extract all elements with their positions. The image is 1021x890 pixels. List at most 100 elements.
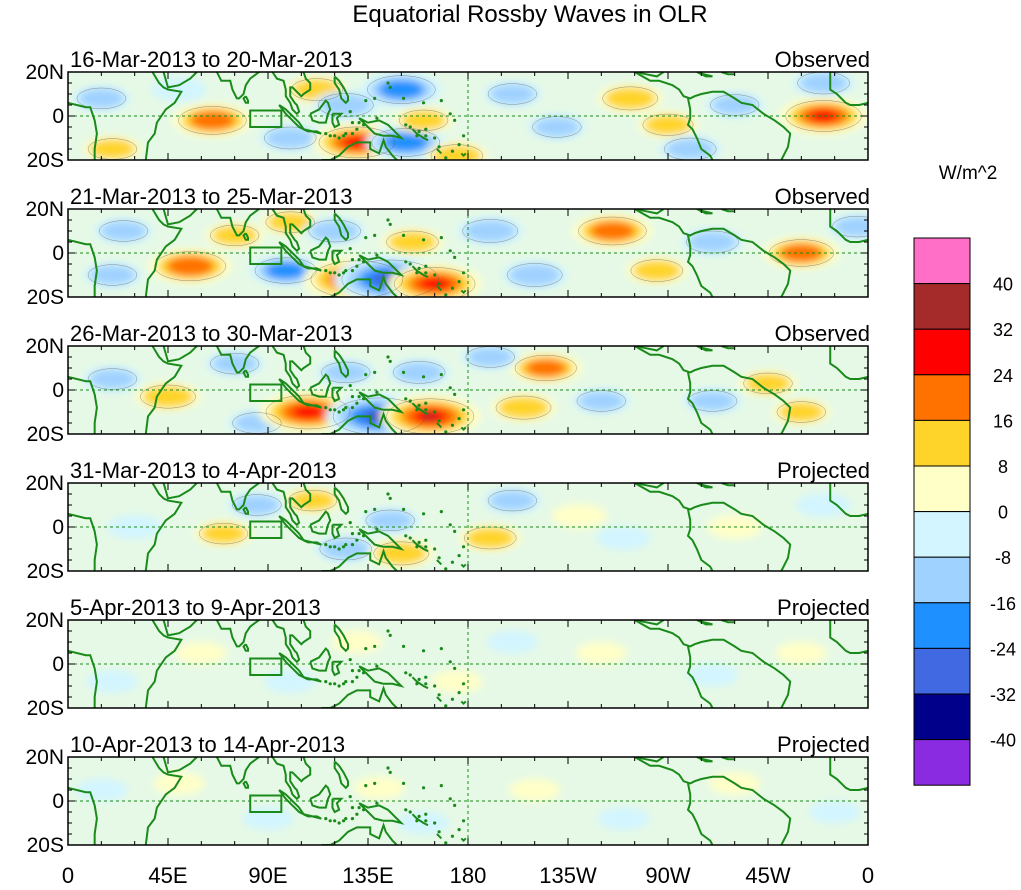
island [404,671,408,675]
coastline [278,652,307,680]
anomaly-contour [464,219,516,243]
island [457,691,461,695]
coastline [333,349,349,379]
coastline [460,426,467,432]
island [348,384,352,388]
anomaly-contour [383,132,429,152]
y-tick-label: 20N [25,746,64,769]
island [373,644,377,648]
contour-line [232,494,282,516]
island [424,682,428,686]
coastline [215,757,260,785]
coastline [686,98,714,160]
anomaly-contour [796,492,851,518]
x-tick-label: 135E [342,863,393,888]
colorbar-swatch [913,602,971,649]
island [364,647,368,651]
island [408,399,412,403]
coastline [460,152,467,158]
island [333,134,337,138]
contour-line [318,126,396,159]
contour-line [514,354,577,382]
island [341,682,346,686]
coastline [331,112,344,129]
contour-line [87,368,138,390]
contour-line [321,361,371,384]
coastline [303,265,322,272]
island [337,684,341,688]
coastline [215,483,260,511]
contour-line [332,397,426,434]
island [373,781,377,785]
coastline [331,797,344,814]
anomaly-contour [289,490,336,511]
contour-line [487,489,538,512]
island [424,401,428,405]
y-tick-label: 0 [52,516,64,539]
region-box [249,794,283,813]
coastline [271,620,312,664]
island [424,812,428,816]
colorbar-label: -24 [990,639,1016,659]
coastline [144,346,183,434]
contour-line [630,259,684,282]
island [433,684,437,688]
island [415,682,419,686]
island [348,795,352,799]
coastline [829,209,868,243]
island [401,233,406,237]
coastline [144,209,183,297]
x-tick-label: 0 [862,863,874,888]
anomaly-contour [778,402,825,422]
contour-line [310,260,404,297]
island [421,375,426,379]
coastline [309,510,332,535]
island [401,96,406,100]
anomaly-contour [153,772,205,795]
island [364,784,368,788]
island [348,521,352,525]
island [461,682,466,686]
coastline [309,373,332,398]
coastline [411,676,429,690]
island [344,132,348,136]
panel-date-range: 5-Apr-2013 to 9-Apr-2013 [70,595,321,620]
island [461,134,466,138]
colorbar-swatch [913,465,971,513]
contour-line [198,522,249,545]
anomaly-contour [331,630,383,654]
island [448,386,452,390]
coastline [634,72,665,78]
y-tick-label: 20S [27,697,64,720]
island [461,271,466,275]
x-axis: 0 45E 90E 135E 180 135W 90W 45W 0 [62,863,874,888]
island [344,269,348,273]
region-box [249,383,283,402]
anomaly-contour [89,139,136,159]
panel-date-range: 31-Mar-2013 to 4-Apr-2013 [70,458,337,483]
map-panel: 20N 0 20S 31-Mar-2013 to 4-Apr-2013 Projecte… [25,458,870,583]
contour-line [178,106,247,135]
island [421,512,426,516]
anomaly-contour [431,670,483,693]
colorbar-swatch [913,647,971,695]
coastline [271,346,312,390]
contour-line [386,398,475,434]
island [444,567,448,571]
coastline [271,483,312,527]
coastline [634,346,665,352]
contour-line [371,128,441,157]
colorbar-swatch [913,419,971,467]
coastline [634,620,665,626]
coastline [333,623,349,653]
island [450,834,455,838]
anomaly-contour [432,145,482,160]
island [324,817,328,821]
coastline [321,274,398,297]
island [324,269,328,273]
island [333,545,337,549]
coastline [303,813,322,820]
colorbar-units: W/m^2 [939,163,998,184]
island [450,423,455,427]
coastline [411,402,429,416]
